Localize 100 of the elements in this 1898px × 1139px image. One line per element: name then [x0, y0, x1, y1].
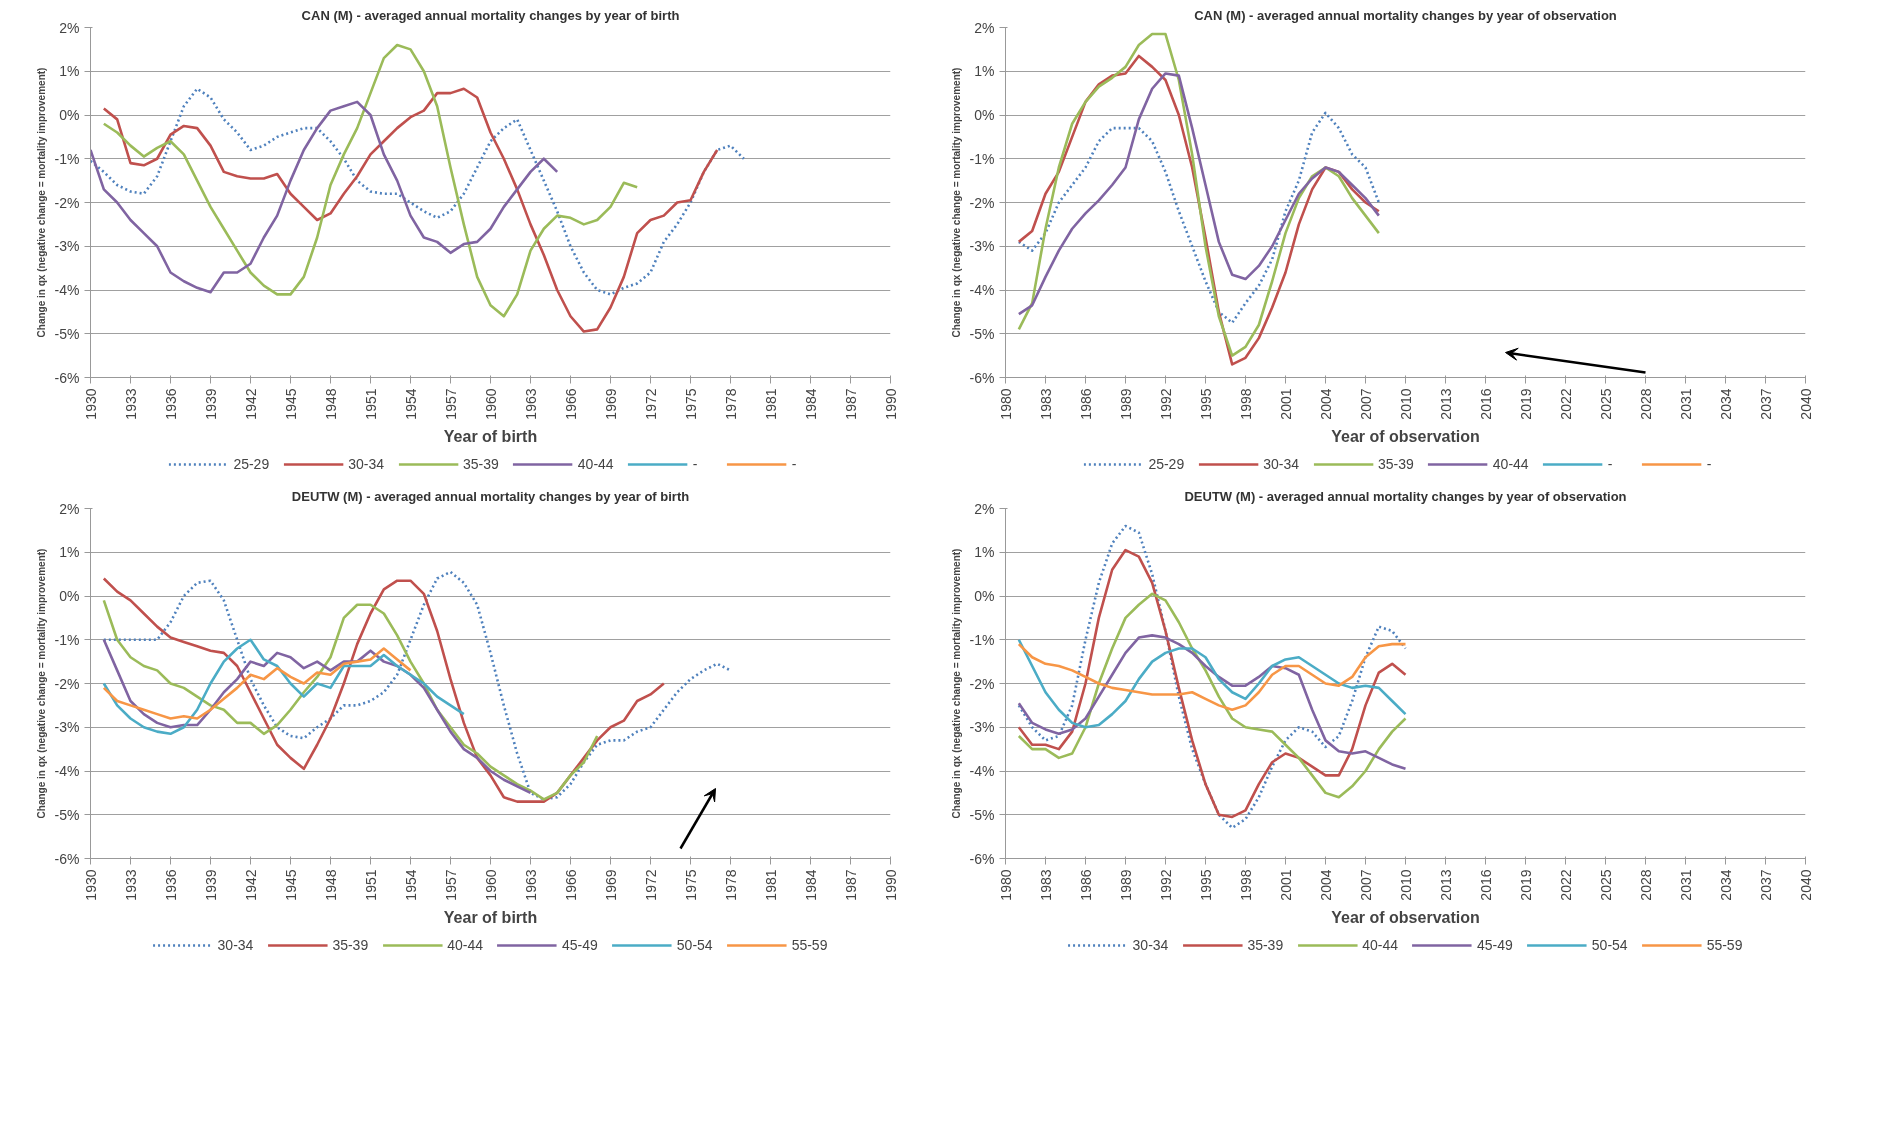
chart-title: DEUTW (M) - averaged annual mortality changes by year of observation	[1184, 488, 1627, 504]
y-tick-label: 0%	[974, 107, 995, 123]
x-tick-label: 1984	[802, 388, 819, 420]
x-tick-label: 1980	[997, 388, 1014, 420]
y-tick-label: 2%	[59, 500, 80, 517]
legend-label: 40-44	[1362, 937, 1398, 953]
x-tick-label: 1998	[1237, 388, 1254, 420]
chart-title: CAN (M) - averaged annual mortality changes by year of observation	[1194, 7, 1617, 23]
x-tick-label: 2022	[1557, 388, 1574, 420]
legend-label: 40-44	[1492, 456, 1529, 472]
x-tick-label: 1990	[882, 388, 899, 420]
y-tick-label: -1%	[54, 631, 80, 648]
x-tick-label: 2016	[1477, 869, 1494, 901]
y-tick-label: 1%	[59, 544, 80, 561]
y-tick-label: -4%	[969, 763, 995, 779]
y-tick-label: 2%	[974, 500, 995, 517]
y-tick-label: -3%	[969, 719, 995, 736]
y-tick-label: -1%	[969, 631, 995, 648]
x-tick-label: 2031	[1677, 388, 1694, 420]
y-tick-label: -2%	[969, 194, 995, 211]
y-axis-title: Change in qx (negative change = mortality improvement)	[950, 67, 962, 338]
x-tick-label: 1980	[997, 869, 1014, 901]
x-tick-label: 1939	[202, 388, 219, 420]
x-tick-label: 2034	[1717, 388, 1734, 420]
y-tick-label: -1%	[54, 150, 80, 167]
x-tick-label: 2013	[1437, 869, 1454, 901]
x-tick-label: 1981	[762, 388, 779, 420]
line-series	[1017, 111, 1381, 325]
legend-label: 45-49	[562, 937, 598, 953]
legend-label: 55-59	[1706, 937, 1743, 953]
x-tick-label: 2001	[1277, 388, 1294, 420]
y-tick-label: -4%	[54, 282, 80, 298]
legend-label: 30-34	[1132, 937, 1169, 953]
line-series	[102, 638, 466, 736]
x-tick-label: 2007	[1357, 869, 1374, 901]
x-tick-label: 2037	[1757, 388, 1774, 420]
x-tick-label: 1975	[682, 388, 699, 420]
legend-label: 30-34	[1263, 456, 1299, 472]
legend-label: -	[1706, 456, 1713, 472]
x-tick-label: 1984	[802, 869, 819, 901]
y-axis-title: Change in qx (negative change = mortality improvement)	[35, 548, 47, 819]
x-tick-label: 2022	[1557, 869, 1574, 901]
legend-label: 50-54	[1591, 937, 1628, 953]
x-tick-label: 1951	[362, 388, 379, 420]
x-tick-label: 1948	[322, 388, 339, 420]
line-series	[102, 599, 599, 801]
line-series	[1017, 592, 1407, 799]
x-tick-label: 2040	[1797, 388, 1814, 420]
x-tick-label: 1948	[322, 869, 339, 901]
y-tick-label: 2%	[59, 19, 80, 36]
line-series	[1017, 642, 1407, 712]
x-tick-label: 1939	[202, 869, 219, 901]
line-series	[90, 100, 559, 294]
x-tick-label: 1930	[82, 388, 99, 420]
x-tick-label: 1957	[442, 869, 459, 901]
line-series	[102, 87, 719, 333]
x-tick-label: 1960	[482, 388, 499, 420]
x-tick-label: 2028	[1637, 869, 1654, 901]
legend-label: -	[791, 456, 798, 472]
line-series	[1017, 638, 1407, 729]
legend-label: 25-29	[1148, 456, 1185, 472]
x-tick-label: 1963	[522, 388, 539, 420]
x-tick-label: 2028	[1637, 388, 1654, 420]
x-tick-label: 1969	[602, 388, 619, 420]
y-tick-label: -6%	[969, 369, 995, 386]
x-tick-label: 2010	[1397, 388, 1414, 420]
x-tick-label: 2001	[1277, 869, 1294, 901]
y-tick-label: -1%	[969, 150, 995, 167]
legend-label: 35-39	[463, 456, 499, 472]
y-tick-label: -5%	[969, 806, 995, 823]
x-axis-title: Year of observation	[1331, 427, 1480, 445]
x-tick-label: 1987	[842, 388, 859, 420]
x-tick-label: 1933	[122, 388, 139, 420]
y-axis-title: Change in qx (negative change = mortality improvement)	[35, 67, 47, 338]
x-tick-label: 1986	[1077, 869, 1094, 901]
x-tick-label: 1992	[1157, 388, 1174, 420]
x-axis-title: Year of observation	[1331, 908, 1480, 926]
x-tick-label: 2007	[1357, 388, 1374, 420]
chart-title: DEUTW (M) - averaged annual mortality changes by year of birth	[291, 488, 690, 504]
legend-label: 40-44	[577, 456, 614, 472]
y-tick-label: 1%	[974, 544, 995, 561]
x-tick-label: 2040	[1797, 869, 1814, 901]
legend-label: 30-34	[217, 937, 254, 953]
x-tick-label: 2025	[1597, 388, 1614, 420]
x-tick-label: 1945	[282, 869, 299, 901]
x-tick-label: 1981	[762, 869, 779, 901]
x-tick-label: 1992	[1157, 869, 1174, 901]
line-series	[90, 87, 746, 296]
y-tick-label: 0%	[59, 588, 80, 604]
x-axis-title: Year of birth	[443, 427, 538, 445]
legend-label: 55-59	[791, 937, 828, 953]
y-tick-label: -6%	[969, 850, 995, 867]
x-tick-label: 1963	[522, 869, 539, 901]
x-tick-label: 1933	[122, 869, 139, 901]
y-tick-label: 0%	[974, 588, 995, 604]
y-tick-label: -6%	[54, 369, 80, 386]
x-tick-label: 2034	[1717, 869, 1734, 901]
x-tick-label: 2004	[1317, 388, 1334, 420]
y-tick-label: -2%	[54, 675, 80, 692]
y-tick-label: 0%	[59, 107, 80, 123]
